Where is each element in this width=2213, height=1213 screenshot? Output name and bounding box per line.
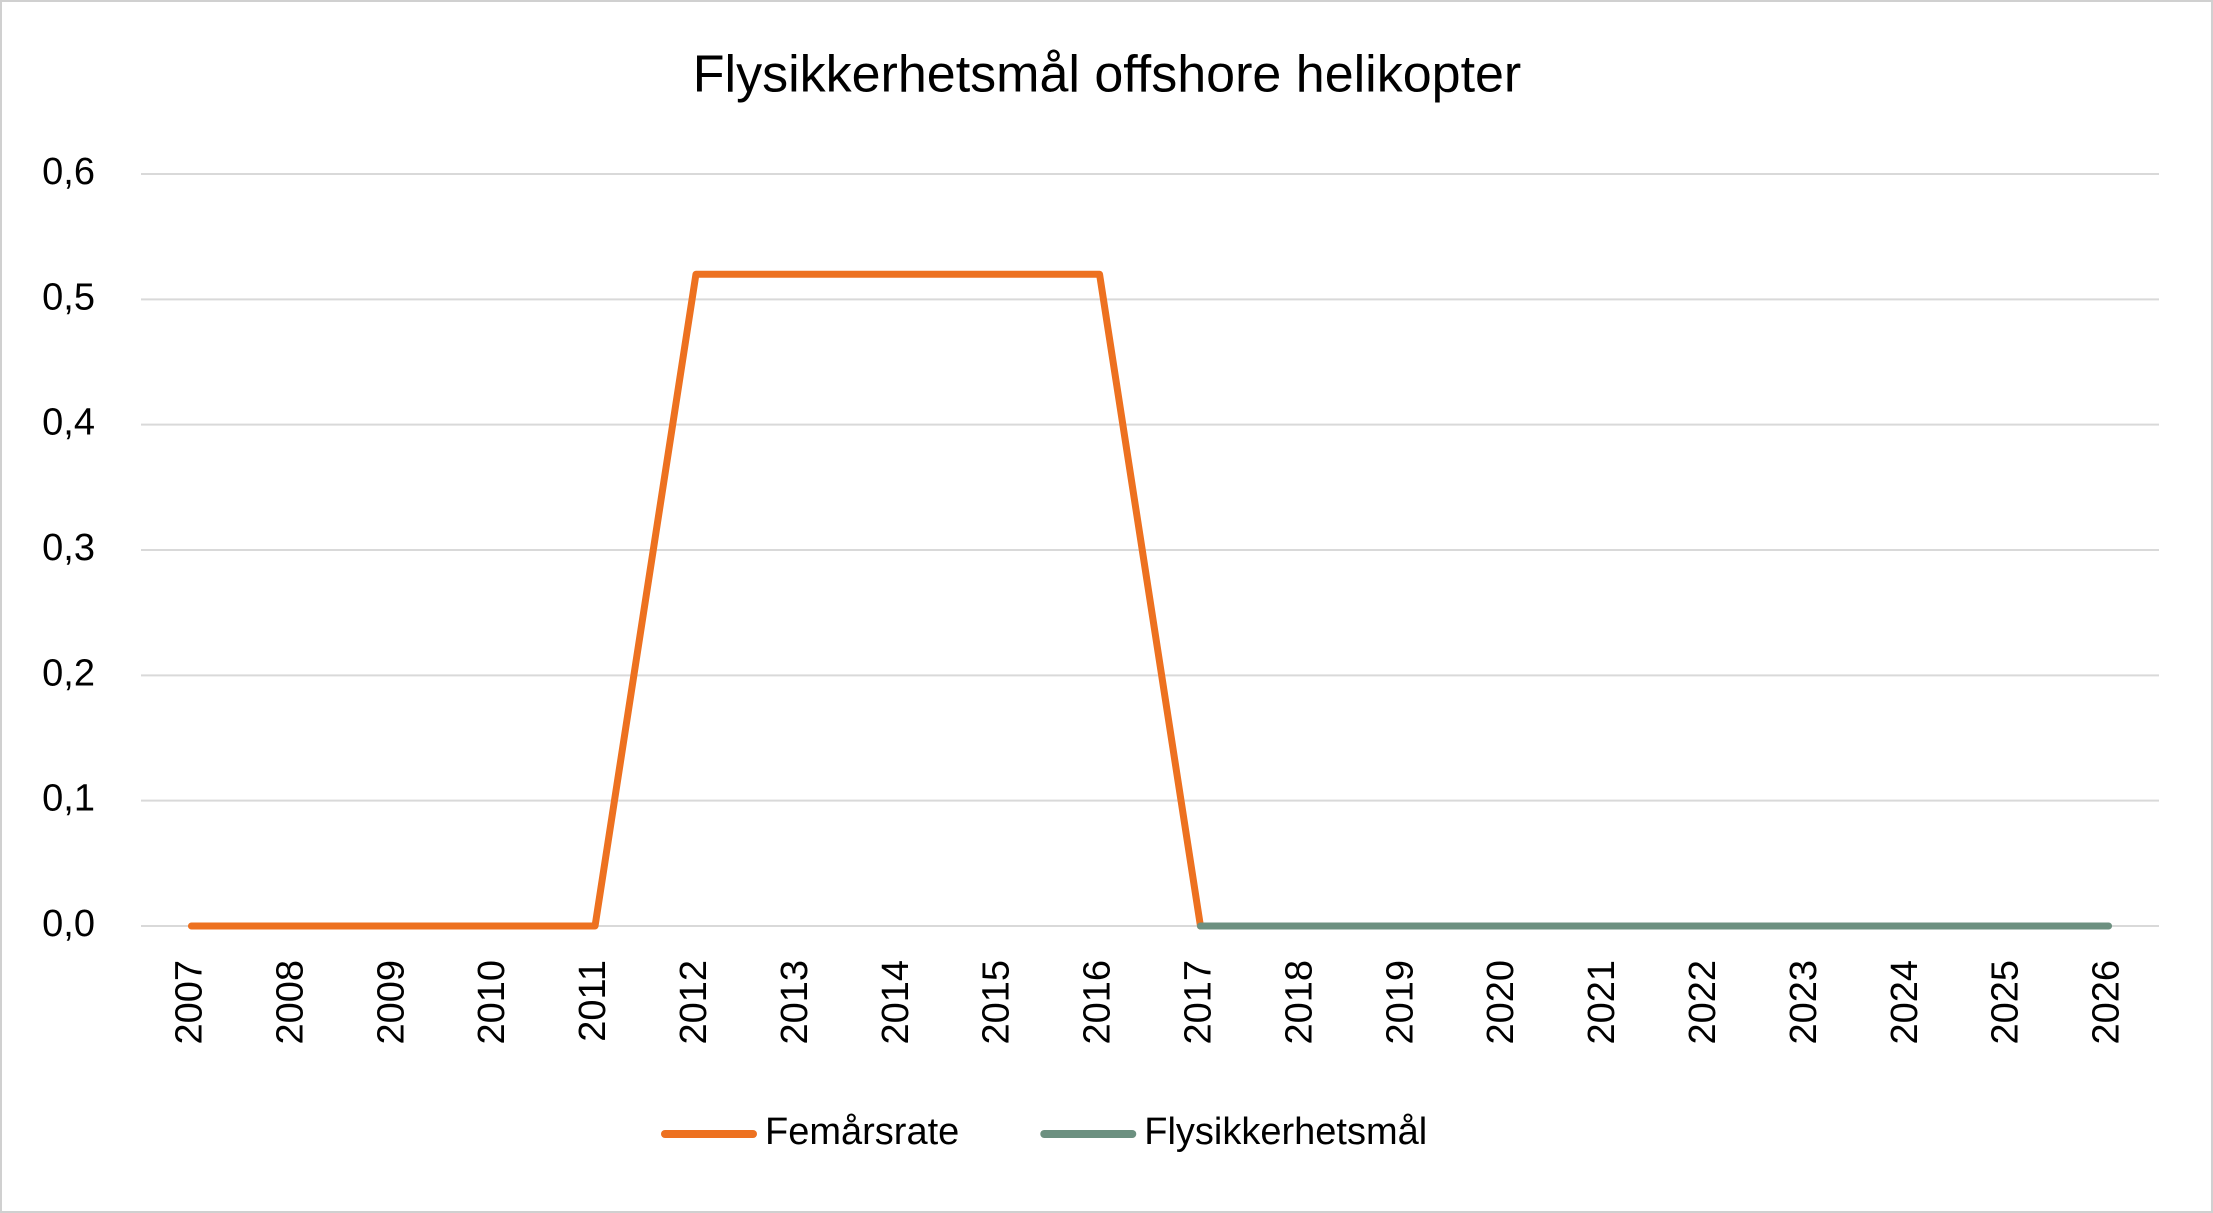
x-tick-label: 2023	[1783, 960, 1825, 1045]
y-tick-label: 0,6	[42, 151, 95, 193]
x-tick-label: 2008	[269, 960, 311, 1045]
y-tick-label: 0,2	[42, 652, 95, 694]
x-tick-label: 2010	[471, 960, 513, 1045]
x-tick-label: 2007	[168, 960, 210, 1045]
y-tick-label: 0,1	[42, 778, 95, 820]
y-tick-label: 0,5	[42, 276, 95, 318]
x-tick-label: 2026	[2086, 960, 2128, 1045]
x-tick-label: 2012	[673, 960, 715, 1045]
x-tick-label: 2021	[1581, 960, 1623, 1045]
x-tick-label: 2020	[1480, 960, 1522, 1045]
x-tick-label: 2022	[1682, 960, 1724, 1045]
y-tick-label: 0,4	[42, 402, 95, 444]
x-tick-label: 2011	[572, 960, 614, 1042]
x-tick-label: 2017	[1177, 960, 1219, 1045]
x-tick-label: 2019	[1379, 960, 1421, 1045]
y-tick-label: 0,0	[42, 903, 95, 945]
x-tick-label: 2025	[1985, 960, 2027, 1045]
legend-label: Femårsrate	[765, 1111, 959, 1153]
x-tick-label: 2014	[875, 960, 917, 1045]
x-tick-label: 2009	[370, 960, 412, 1045]
y-tick-label: 0,3	[42, 527, 95, 569]
x-tick-label: 2016	[1077, 960, 1119, 1045]
series-line	[187, 270, 1204, 930]
x-tick-label: 2018	[1278, 960, 1320, 1045]
x-tick-label: 2013	[774, 960, 816, 1045]
x-tick-label: 2024	[1884, 960, 1926, 1045]
x-tick-label: 2015	[976, 960, 1018, 1045]
chart-title: Flysikkerhetsmål offshore helikopter	[693, 46, 1522, 104]
legend-label: Flysikkerhetsmål	[1144, 1111, 1427, 1153]
